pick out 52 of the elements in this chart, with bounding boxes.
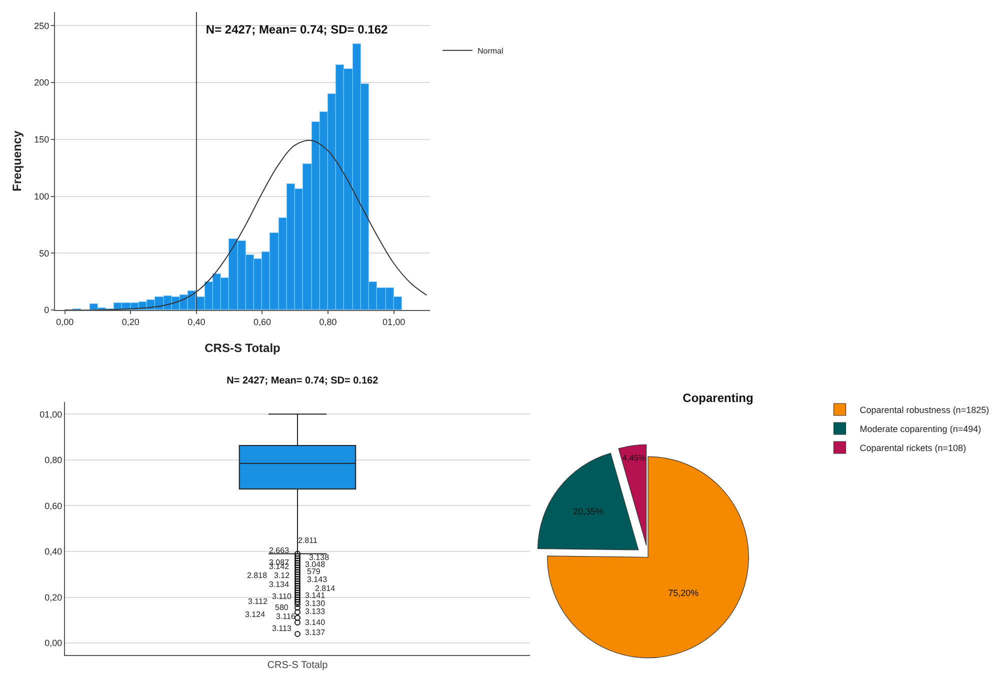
y-tick-label: 0,80 [44, 455, 62, 466]
annotation: 3.110 [272, 592, 292, 601]
annotation: 3.134 [269, 580, 290, 589]
legend-label: Coparental rickets (n=108) [860, 443, 966, 454]
y-tick-label: 0,40 [44, 546, 62, 557]
x-tick-label: 0,80 [319, 316, 337, 327]
annotation: 2.818 [247, 571, 268, 580]
annotation: 3.140 [305, 618, 326, 627]
legend-label: Normal [478, 46, 504, 56]
data-label: 75,20% [668, 588, 699, 598]
annotation: 3.141 [305, 591, 326, 600]
annotation: 3.113 [272, 624, 292, 633]
y-tick-label: 0 [44, 305, 50, 316]
chart-title: Coparenting [682, 391, 754, 406]
data-label: 4,45% [622, 453, 646, 462]
text: N= 2427; Mean= 0.74; SD= 0.162 [206, 22, 388, 36]
y-tick-label: 50 [39, 248, 50, 258]
y-tick-label: 0,00 [44, 638, 62, 648]
annotation: 3.048 [305, 560, 326, 569]
x-tick-label: 01,00 [382, 316, 406, 327]
y-axis-title: Frequency [10, 130, 24, 192]
annotation: 3.138 [309, 553, 330, 562]
x-axis-title: CRS-S Totalp [204, 341, 280, 355]
annotation: 3.143 [307, 575, 328, 584]
annotation: 3.12 [274, 571, 290, 580]
legend-label: Moderate coparenting (n=494) [860, 424, 982, 434]
y-tick-label: 0,20 [44, 592, 62, 602]
annotation: 579 [307, 567, 321, 576]
annotation: 3.116 [276, 612, 296, 621]
chart-title: N= 2427; Mean= 0.74; SD= 0.162 [226, 376, 379, 387]
legend-label: Coparental robustness (n=1825) [860, 405, 990, 416]
line-series [64, 140, 428, 310]
annotation: 2.811 [298, 536, 318, 545]
y-tick-label: 200 [34, 78, 50, 88]
annotation: 3.130 [305, 599, 326, 608]
y-tick-label: 100 [34, 191, 50, 202]
y-tick-label: 250 [34, 20, 50, 31]
data-label: 20,35% [573, 506, 604, 517]
annotation: 2.663 [269, 546, 290, 555]
annotation: 3.133 [305, 607, 326, 616]
x-tick-label: 0,20 [122, 316, 140, 327]
y-tick-label: 0,60 [44, 500, 62, 511]
annotation: 3.124 [245, 610, 266, 619]
y-tick-label: 01,00 [40, 409, 62, 420]
annotation: 580 [275, 603, 289, 612]
x-tick-label: 0,40 [188, 316, 206, 327]
annotation: 2.814 [315, 584, 336, 593]
y-tick-label: 150 [34, 134, 50, 145]
x-tick-label: 0,00 [56, 316, 74, 327]
annotation: 3.137 [305, 628, 326, 637]
annotation: 3.112 [248, 597, 268, 606]
x-tick-label: 0,60 [253, 316, 272, 327]
